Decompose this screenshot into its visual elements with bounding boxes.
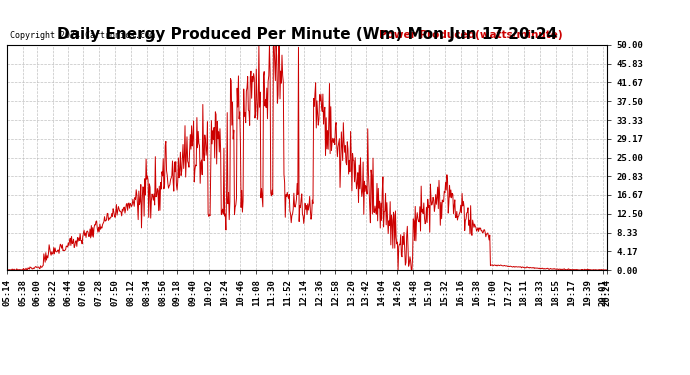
Text: Power Produced(watts/minute): Power Produced(watts/minute) xyxy=(379,30,563,40)
Text: Copyright 2024 Cartronics.com: Copyright 2024 Cartronics.com xyxy=(10,32,155,40)
Title: Daily Energy Produced Per Minute (Wm) Mon Jun 17 20:24: Daily Energy Produced Per Minute (Wm) Mo… xyxy=(57,27,558,42)
